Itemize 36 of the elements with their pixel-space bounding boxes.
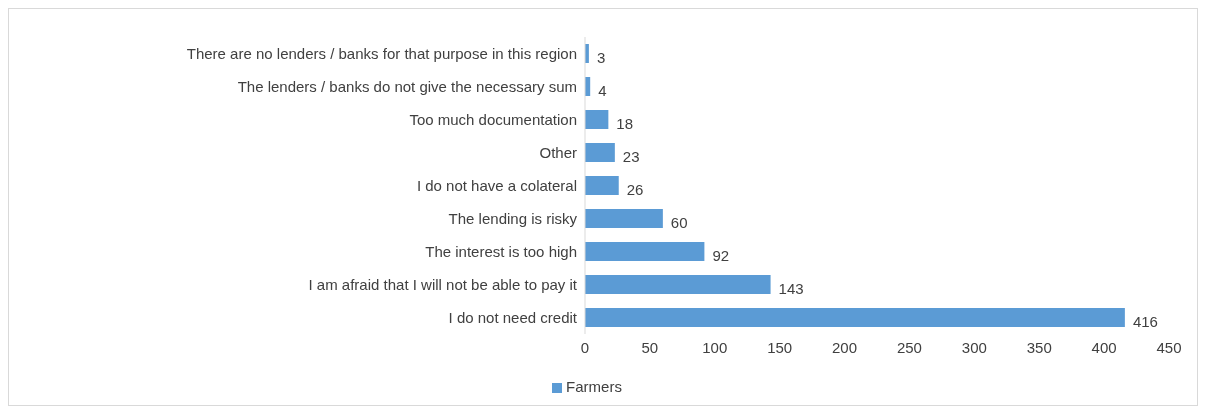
data-label: 26 [626,180,644,198]
x-tick-label: 350 [1026,338,1052,356]
x-tick-label: 50 [641,338,659,356]
bar [585,275,771,294]
x-tick-label: 250 [896,338,922,356]
x-tick-label: 400 [1091,338,1117,356]
bar [585,242,705,261]
data-label: 143 [778,279,804,297]
x-tick-label: 100 [702,338,728,356]
y-tick-label: The interest is too high [425,242,577,260]
data-label: 60 [670,213,688,231]
y-tick-label: I am afraid that I will not be able to pay it [308,275,578,293]
bar [585,143,615,162]
bar [585,110,609,129]
x-tick-label: 150 [767,338,793,356]
data-label: 18 [616,114,634,132]
x-tick-label: 200 [832,338,858,356]
data-label: 416 [1132,312,1158,330]
data-label: 3 [596,48,606,66]
bar [585,176,619,195]
y-tick-label: Other [539,143,577,161]
x-tick-label: 450 [1156,338,1182,356]
x-tick-label: 300 [961,338,987,356]
y-tick-label: I do not need credit [448,308,578,326]
data-label: 23 [622,147,640,165]
y-tick-label: The lending is risky [448,209,578,227]
y-tick-label: There are no lenders / banks for that purpose in this region [186,44,577,62]
x-tick-label: 0 [580,338,590,356]
y-tick-label: The lenders / banks do not give the necessary sum [237,77,577,95]
y-tick-label: I do not have a colateral [416,176,577,194]
data-label: 92 [712,246,730,264]
y-tick-label: Too much documentation [409,110,577,128]
legend-label: Farmers [566,378,622,395]
bar [585,308,1125,327]
bar [585,209,663,228]
data-label: 4 [598,81,607,99]
